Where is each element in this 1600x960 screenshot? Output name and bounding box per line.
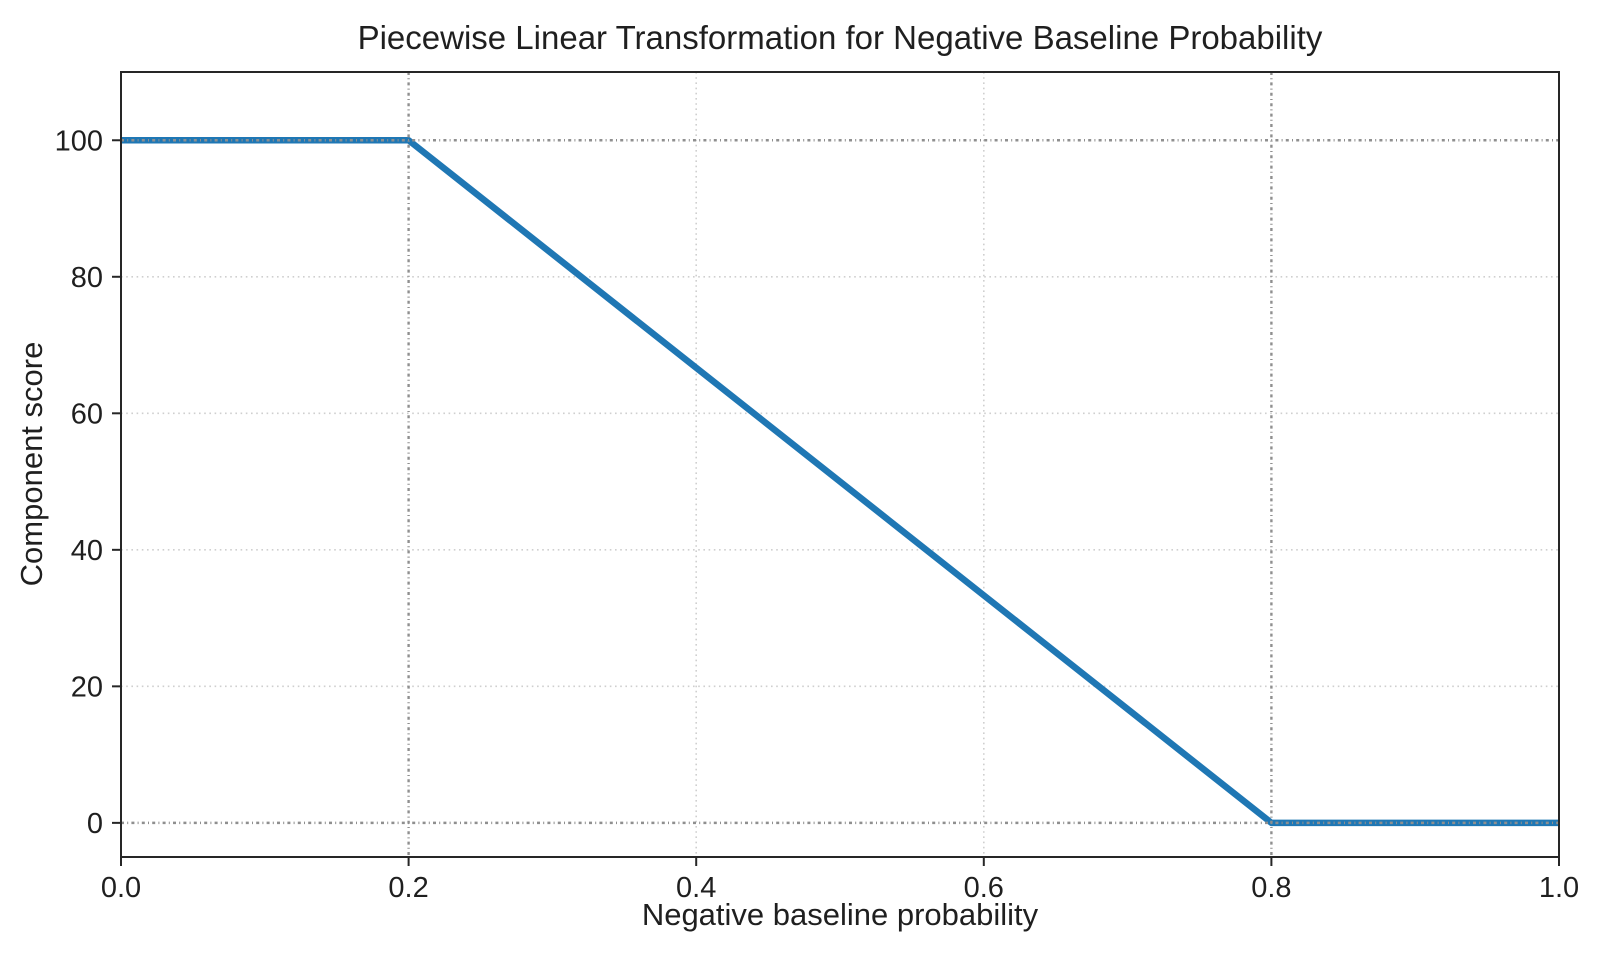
y-tick-label: 80 (71, 262, 103, 294)
reference-lines (121, 72, 1559, 857)
series-line (121, 137, 1559, 827)
x-tick-label: 0.0 (101, 872, 141, 904)
x-tick-label: 0.8 (1251, 872, 1291, 904)
y-tick-label: 20 (71, 671, 103, 703)
y-tick-label: 60 (71, 398, 103, 430)
x-axis-label: Negative baseline probability (642, 897, 1039, 932)
y-axis-label: Component score (14, 342, 49, 587)
y-tick-labels: 0 20 40 60 80 100 (55, 125, 103, 840)
x-tick-label: 0.6 (964, 872, 1004, 904)
x-tick-label: 1.0 (1539, 872, 1579, 904)
y-tick-label: 40 (71, 535, 103, 567)
axes-spines (120, 71, 1560, 858)
y-tick-label: 0 (87, 808, 103, 840)
chart-title: Piecewise Linear Transformation for Nega… (358, 19, 1323, 56)
x-tick-labels: 0.0 0.2 0.4 0.6 0.8 1.0 (101, 872, 1579, 904)
y-tick-label: 100 (55, 125, 103, 157)
gridlines (121, 72, 1559, 857)
x-tick-label: 0.4 (676, 872, 716, 904)
x-tick-label: 0.2 (388, 872, 428, 904)
axis-ticks (112, 139, 1560, 866)
plot-border (120, 71, 1560, 858)
data-line (121, 137, 1559, 827)
